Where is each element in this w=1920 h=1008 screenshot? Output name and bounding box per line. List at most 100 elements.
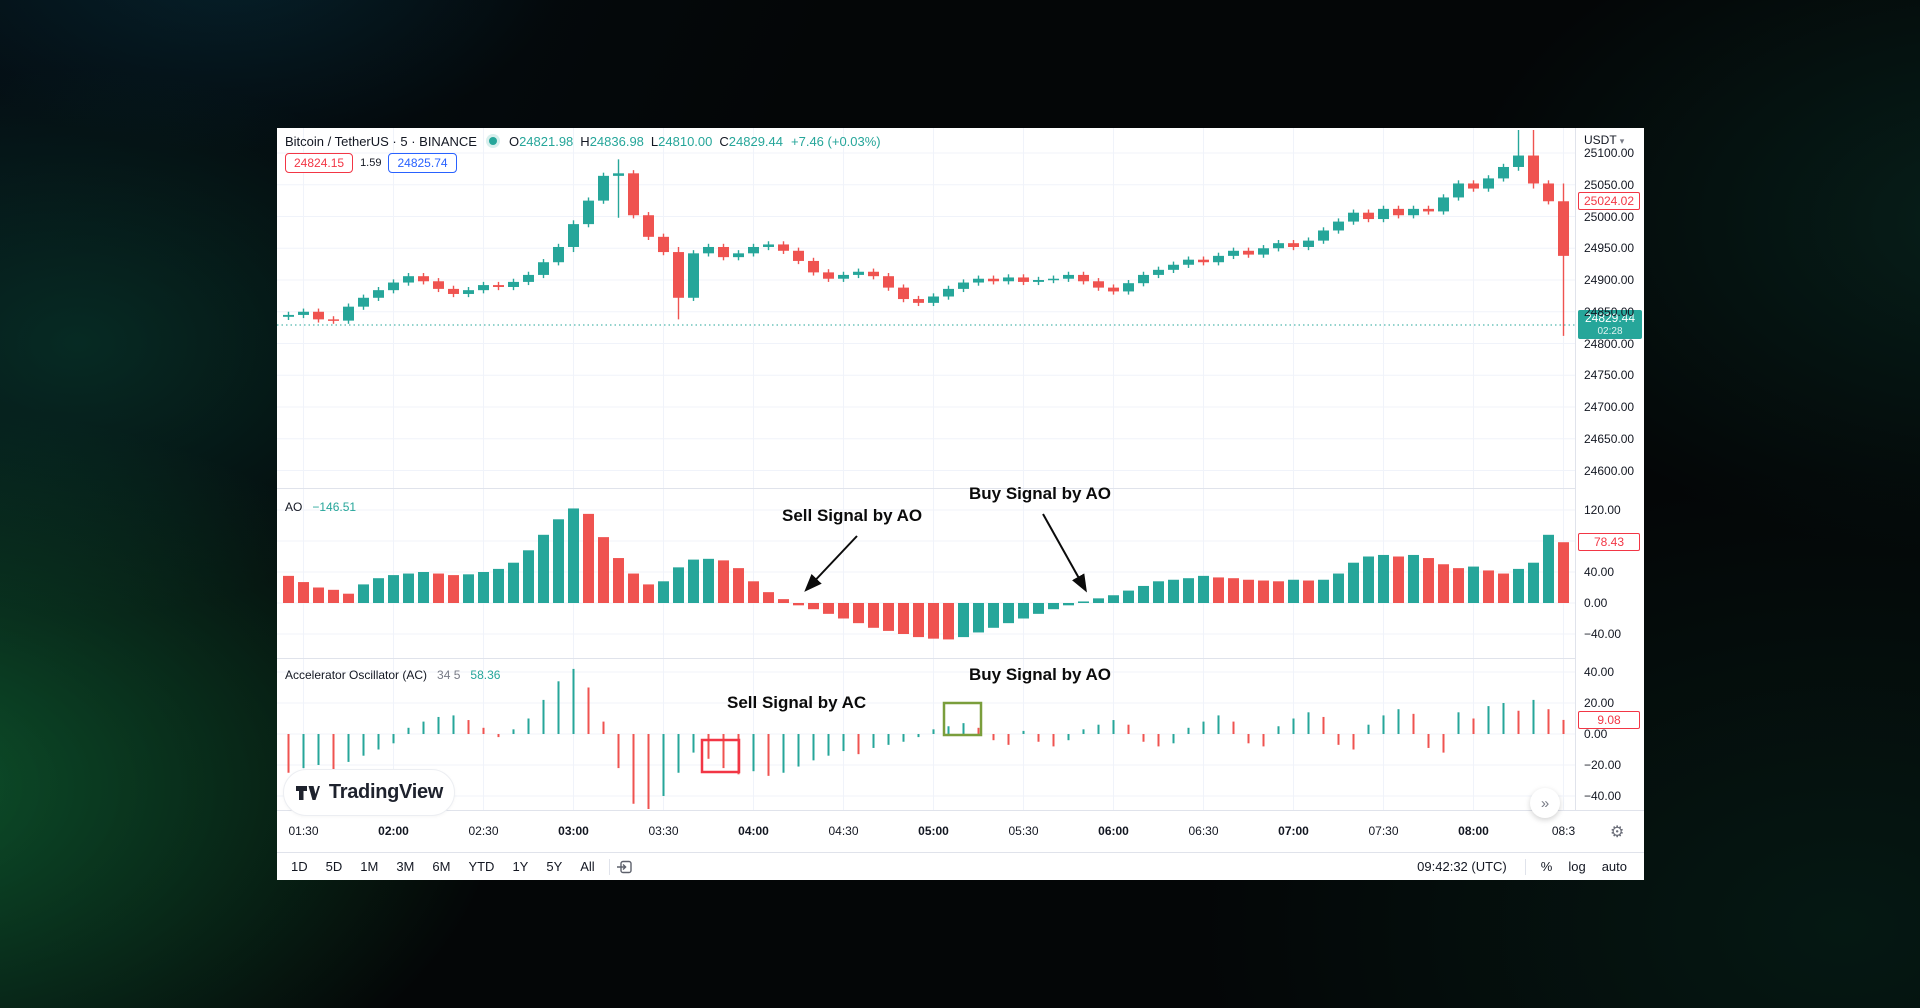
ac-bar[interactable] bbox=[332, 734, 335, 770]
ac-bar[interactable] bbox=[962, 723, 965, 734]
candlestick[interactable] bbox=[1363, 212, 1374, 220]
ao-bar[interactable] bbox=[1363, 556, 1374, 604]
candlestick[interactable] bbox=[613, 173, 624, 176]
ac-bar[interactable] bbox=[482, 727, 485, 734]
ac-bar[interactable] bbox=[1187, 727, 1190, 734]
range-button-3m[interactable]: 3M bbox=[396, 859, 415, 874]
candlestick[interactable] bbox=[388, 282, 399, 291]
ao-bar[interactable] bbox=[733, 568, 744, 603]
candlestick[interactable] bbox=[523, 274, 534, 282]
ac-bar[interactable] bbox=[302, 734, 305, 769]
ac-bar[interactable] bbox=[1097, 724, 1100, 734]
candlestick[interactable] bbox=[373, 290, 384, 298]
ao-bar[interactable] bbox=[583, 513, 594, 603]
candlestick[interactable] bbox=[1498, 166, 1509, 179]
candlestick[interactable] bbox=[1168, 264, 1179, 270]
ao-bar[interactable] bbox=[463, 574, 474, 603]
ao-bar[interactable] bbox=[358, 584, 369, 603]
ao-bar[interactable] bbox=[1273, 581, 1284, 603]
range-button-5d[interactable]: 5D bbox=[325, 859, 343, 874]
candlestick[interactable] bbox=[313, 311, 324, 320]
ac-bar[interactable] bbox=[902, 734, 905, 742]
percent-scale-button[interactable]: % bbox=[1540, 859, 1553, 874]
ac-bar[interactable] bbox=[407, 727, 410, 734]
candlestick[interactable] bbox=[793, 250, 804, 261]
ao-bar[interactable] bbox=[1123, 590, 1134, 603]
ac-bar[interactable] bbox=[1382, 715, 1385, 734]
candlestick[interactable] bbox=[283, 314, 294, 317]
candlestick[interactable] bbox=[298, 311, 309, 315]
auto-scale-button[interactable]: auto bbox=[1601, 859, 1627, 874]
candlestick[interactable] bbox=[1558, 201, 1569, 256]
ao-bar[interactable] bbox=[478, 572, 489, 603]
candlestick[interactable] bbox=[1438, 197, 1449, 212]
candlestick[interactable] bbox=[1078, 274, 1089, 282]
candlestick[interactable] bbox=[628, 173, 639, 216]
candlestick[interactable] bbox=[478, 285, 489, 291]
ao-bar[interactable] bbox=[943, 603, 954, 640]
ao-bar[interactable] bbox=[328, 589, 339, 603]
ao-bar[interactable] bbox=[973, 603, 984, 633]
ac-bar[interactable] bbox=[947, 726, 950, 734]
ac-bar[interactable] bbox=[1067, 734, 1070, 741]
candlestick[interactable] bbox=[1258, 248, 1269, 255]
ac-bar[interactable] bbox=[1412, 713, 1415, 734]
ao-bar[interactable] bbox=[1483, 570, 1494, 603]
ao-bar[interactable] bbox=[313, 587, 324, 604]
ac-bar[interactable] bbox=[737, 734, 740, 775]
candlestick[interactable] bbox=[1198, 259, 1209, 263]
ac-bar[interactable] bbox=[782, 734, 785, 773]
ao-bar[interactable] bbox=[1258, 580, 1269, 603]
go-to-date-icon[interactable] bbox=[616, 858, 634, 876]
ac-bar[interactable] bbox=[1337, 734, 1340, 745]
ac-bar[interactable] bbox=[842, 734, 845, 752]
ao-bar[interactable] bbox=[1318, 579, 1329, 603]
candlestick[interactable] bbox=[493, 285, 504, 287]
candlestick[interactable] bbox=[763, 244, 774, 247]
candlestick[interactable] bbox=[898, 287, 909, 300]
candlestick[interactable] bbox=[1333, 221, 1344, 231]
ac-bar[interactable] bbox=[317, 734, 320, 765]
ac-bar[interactable] bbox=[497, 734, 500, 738]
ao-bar[interactable] bbox=[793, 603, 804, 606]
ac-bar[interactable] bbox=[1157, 734, 1160, 747]
ac-bar[interactable] bbox=[1292, 718, 1295, 735]
ao-bar[interactable] bbox=[373, 578, 384, 603]
ac-bar[interactable] bbox=[1562, 719, 1565, 734]
ao-bar[interactable] bbox=[1438, 564, 1449, 603]
ao-bar[interactable] bbox=[1003, 603, 1014, 624]
candlestick[interactable] bbox=[718, 246, 729, 258]
candlestick[interactable] bbox=[343, 306, 354, 321]
candlestick[interactable] bbox=[1093, 281, 1104, 288]
ac-bar[interactable] bbox=[557, 681, 560, 734]
pane-separator[interactable] bbox=[277, 658, 1644, 659]
ac-bar[interactable] bbox=[467, 720, 470, 734]
ao-bar[interactable] bbox=[1333, 573, 1344, 603]
ac-bar[interactable] bbox=[992, 734, 995, 741]
ao-bar[interactable] bbox=[913, 603, 924, 638]
ac-bar[interactable] bbox=[1307, 712, 1310, 734]
price-axis[interactable]: USDT ▾ 25024.02 24829.44 02:28 78.43 9.0… bbox=[1575, 128, 1644, 852]
ao-bar[interactable] bbox=[508, 562, 519, 603]
ac-bar[interactable] bbox=[1502, 703, 1505, 734]
ao-bar[interactable] bbox=[1093, 598, 1104, 603]
candlestick[interactable] bbox=[823, 272, 834, 279]
ac-bar[interactable] bbox=[722, 734, 725, 769]
ao-bar[interactable] bbox=[418, 572, 429, 603]
range-button-1y[interactable]: 1Y bbox=[512, 859, 529, 874]
candlestick[interactable] bbox=[1063, 274, 1074, 279]
ao-bar[interactable] bbox=[748, 581, 759, 603]
candlestick[interactable] bbox=[463, 290, 474, 294]
ao-bar[interactable] bbox=[1528, 562, 1539, 603]
ac-bar[interactable] bbox=[812, 734, 815, 761]
candlestick[interactable] bbox=[688, 253, 699, 298]
ao-bar[interactable] bbox=[1138, 585, 1149, 603]
ao-bar[interactable] bbox=[808, 603, 819, 610]
ac-bar[interactable] bbox=[542, 699, 545, 734]
ao-bar[interactable] bbox=[1348, 562, 1359, 603]
ac-bar[interactable] bbox=[647, 734, 650, 809]
candlestick[interactable] bbox=[1228, 250, 1239, 256]
candlestick[interactable] bbox=[778, 244, 789, 251]
ac-bar[interactable] bbox=[1487, 706, 1490, 734]
ao-bar[interactable] bbox=[1018, 603, 1029, 619]
